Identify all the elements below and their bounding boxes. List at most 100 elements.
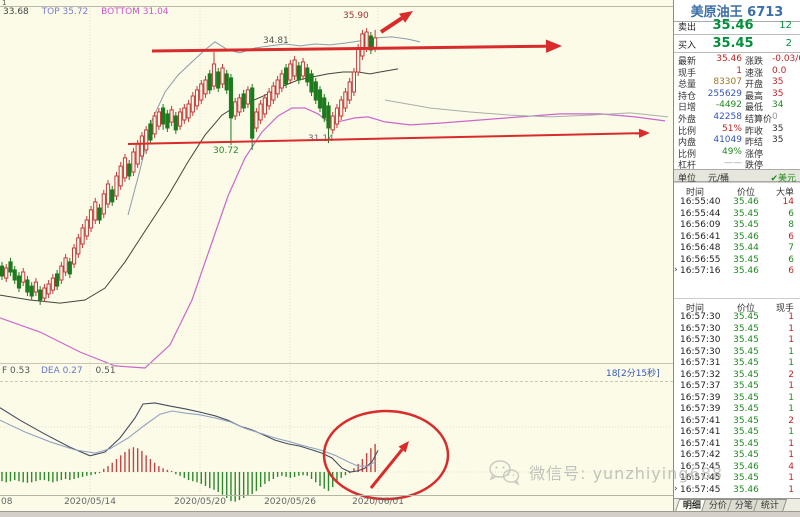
trade-volume: 1 <box>788 427 794 437</box>
trade-time: 16:57:39 <box>680 392 721 403</box>
current-row-marker: › <box>674 483 678 494</box>
trade-price: 35.46 <box>733 484 759 495</box>
trade-row[interactable]: 16:56:09 35.45 8 <box>674 219 800 231</box>
trade-row[interactable]: 16:57:30 35.45 1 <box>674 346 800 358</box>
trade-row[interactable]: 16:56:48 35.44 7 <box>674 242 800 254</box>
date-tick: 2020/05/14 <box>64 497 116 507</box>
trade-time: 16:57:45 <box>680 461 721 472</box>
trade-row[interactable]: 16:55:40 35.46 14 <box>674 196 800 208</box>
stat-label: 最新 <box>678 57 697 67</box>
big-order-list[interactable]: 16:55:40 35.46 14 16:55:44 35.45 6 16:56:09 35.… <box>674 196 800 277</box>
trade-row[interactable]: › 16:57:45 35.46 1 <box>674 484 800 496</box>
trade-row[interactable]: › 16:57:16 35.46 6 <box>674 265 800 277</box>
trade-row[interactable]: 16:56:41 35.46 6 <box>674 231 800 243</box>
trade-row[interactable]: 16:55:44 35.45 6 <box>674 208 800 220</box>
trade-price: 35.45 <box>733 312 759 322</box>
svg-text:35.90: 35.90 <box>343 11 369 21</box>
trade-time: 16:57:37 <box>680 381 721 391</box>
kline-countdown: 18[2分15秒] <box>606 369 660 379</box>
chart-pane[interactable]: 1 33.68 TOP 35.72 BOTTOM 31.04 35.90 34.8… <box>0 0 673 511</box>
trade-row[interactable]: 16:57:30 35.45 1 <box>674 334 800 346</box>
trade-time: 16:57:41 <box>680 415 721 426</box>
trade-volume: 6 <box>788 266 794 276</box>
col-price: 价位 <box>736 188 755 198</box>
stats-row: 现手 1 速涨 0.0 <box>674 65 800 79</box>
trade-row[interactable]: 16:57:39 35.45 1 <box>674 392 800 404</box>
trade-time: 16:57:41 <box>680 427 721 437</box>
trade-price: 35.45 <box>733 415 759 426</box>
bid-row[interactable]: 买入 35.45 2 <box>674 35 800 53</box>
trade-volume: 1 <box>788 335 794 345</box>
stat-value: -4492 <box>715 100 742 111</box>
trade-row[interactable]: 16:57:45 35.45 1 <box>674 472 800 484</box>
chart-header: 33.68 TOP 35.72 BOTTOM 31.04 <box>3 7 169 17</box>
stat-label: 比例 <box>678 149 697 160</box>
bid-qty: 2 <box>785 38 792 49</box>
tick-list[interactable]: 16:57:30 35.45 1 16:57:30 35.45 1 16:57:30 35.4… <box>674 311 800 495</box>
trade-row[interactable]: 16:57:45 35.46 4 <box>674 461 800 473</box>
trade-time: 16:57:30 <box>680 335 721 345</box>
trade-price: 35.46 <box>733 461 759 472</box>
trade-price: 35.46 <box>733 197 759 207</box>
trade-row[interactable]: 16:57:30 35.45 1 <box>674 323 800 335</box>
big-order-list-header: 时间 价位 大单 <box>674 182 800 198</box>
stat-value: 42258 <box>713 111 742 122</box>
stat-value: 35 <box>772 77 784 88</box>
bottom-status-strip <box>0 511 800 517</box>
date-tick: 2020/06/01 <box>352 497 404 507</box>
current-row-marker: › <box>674 265 678 275</box>
stats-row: 比例 49% 涨停 <box>674 146 800 160</box>
stat-label: 现手 <box>678 68 697 79</box>
ask-label: 卖出 <box>678 23 697 33</box>
trade-row[interactable]: 16:57:41 35.45 2 <box>674 415 800 427</box>
stat-value: 0 <box>772 111 778 122</box>
trade-volume: 1 <box>788 484 794 495</box>
stat-value: 41049 <box>713 135 742 146</box>
trade-volume: 1 <box>788 404 794 414</box>
trade-row[interactable]: 16:57:41 35.45 1 <box>674 426 800 438</box>
svg-text:30.72: 30.72 <box>213 146 239 156</box>
col-lots: 现手 <box>775 304 794 314</box>
trade-price: 35.45 <box>733 404 759 414</box>
trade-row[interactable]: 16:57:39 35.45 1 <box>674 403 800 415</box>
stat-value: 35 <box>772 123 784 134</box>
stat-label: 外盘 <box>678 114 697 125</box>
trade-volume: 1 <box>788 312 794 322</box>
stat-value: 255629 <box>707 88 742 99</box>
stat-value: —— <box>724 158 742 169</box>
trade-row[interactable]: 16:57:32 35.45 2 <box>674 369 800 381</box>
trade-row[interactable]: 16:57:37 35.45 1 <box>674 380 800 392</box>
trade-row[interactable]: 16:57:42 35.45 1 <box>674 449 800 461</box>
trade-volume: 6 <box>788 231 794 242</box>
macd-value-label: 0.51 <box>95 366 116 376</box>
trade-row[interactable]: 16:56:55 35.45 6 <box>674 254 800 266</box>
stats-row: 内盘 41049 昨结 35 <box>674 134 800 148</box>
bid-label: 买入 <box>678 41 697 51</box>
instrument-code: 6713 <box>747 5 784 20</box>
trade-time: 16:56:48 <box>680 243 721 253</box>
trade-time: 16:57:41 <box>680 438 721 449</box>
trade-row[interactable]: 16:57:41 35.45 1 <box>674 438 800 450</box>
stat-value: 35 <box>772 88 784 99</box>
trade-row[interactable]: 16:57:31 35.45 1 <box>674 357 800 369</box>
dif-value-label: F 0.53 <box>2 366 31 376</box>
stat-label: 昨收 <box>745 126 764 137</box>
stats-row: 杠杆 —— 跌停 <box>674 157 800 172</box>
trade-time: 16:56:09 <box>680 220 721 230</box>
trade-price: 35.45 <box>733 335 759 345</box>
stat-label: 杠杆 <box>678 161 697 172</box>
stat-value: -0.03/0.0 <box>772 54 800 64</box>
macd-top-divider <box>0 381 673 382</box>
stat-label: 最高 <box>745 91 764 102</box>
trade-volume: 1 <box>788 450 794 460</box>
trade-row[interactable]: 16:57:30 35.45 1 <box>674 311 800 323</box>
currency-toggle[interactable]: ✔美元 <box>770 174 796 184</box>
trade-volume: 6 <box>788 208 794 219</box>
svg-text:34.81: 34.81 <box>263 36 289 46</box>
trade-price: 35.45 <box>733 450 759 460</box>
trade-volume: 2 <box>788 415 794 426</box>
stat-label: 总量 <box>678 80 697 91</box>
ask-row[interactable]: 卖出 35.46 12 <box>674 17 800 35</box>
